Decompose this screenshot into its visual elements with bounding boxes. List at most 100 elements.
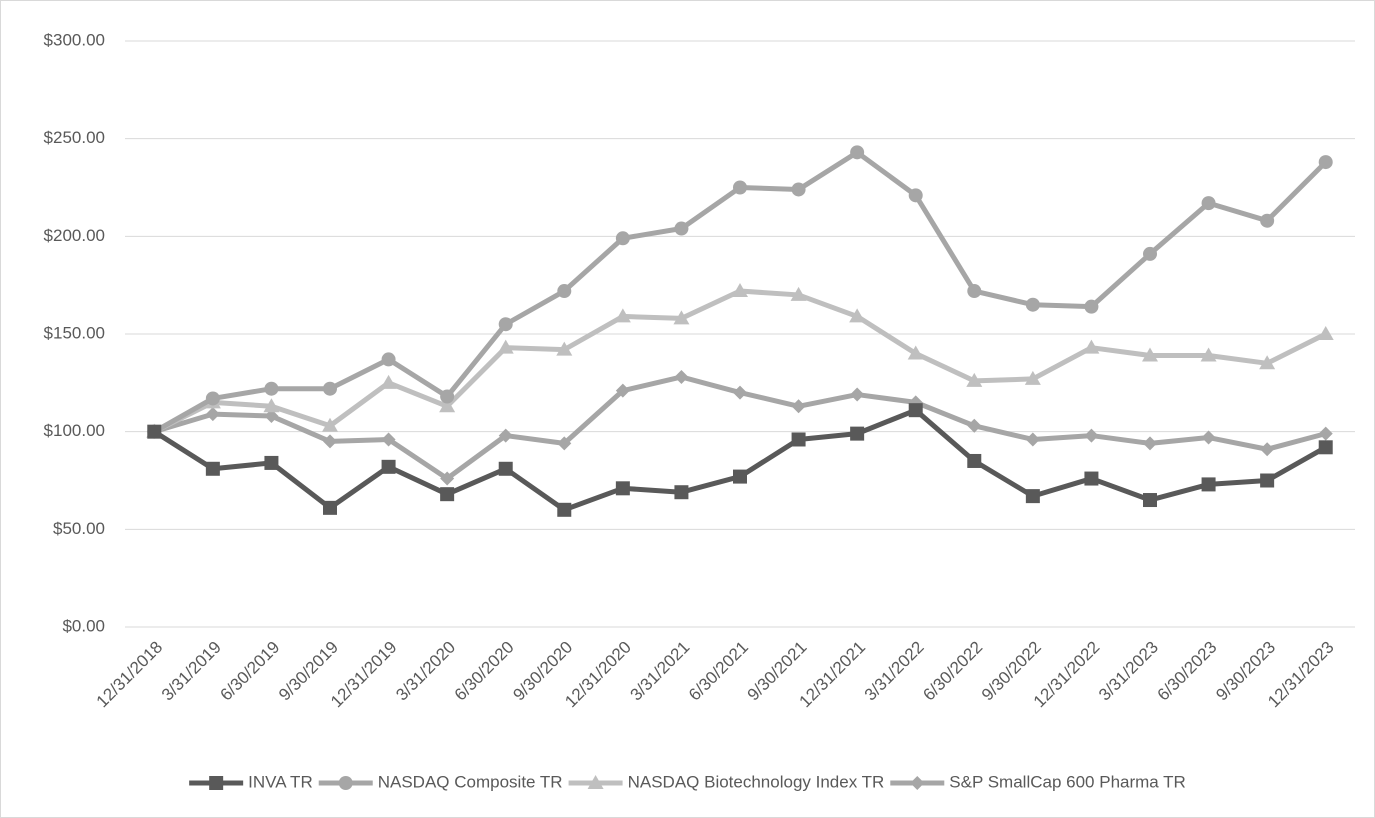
point (205, 407, 220, 422)
point (440, 471, 455, 486)
y-tick-label: $0.00 (62, 616, 105, 635)
point (615, 481, 630, 496)
point (322, 417, 338, 432)
y-tick-label: $200.00 (44, 226, 105, 245)
point (849, 308, 866, 323)
point (1143, 246, 1157, 261)
y-tick-label: $100.00 (44, 421, 105, 440)
point (850, 387, 865, 402)
point (440, 487, 455, 502)
x-tick-label: 3/31/2023 (1095, 638, 1162, 705)
point (1025, 489, 1040, 504)
x-tick-label: 6/30/2019 (217, 638, 284, 705)
point (1260, 442, 1275, 457)
point (1024, 370, 1041, 385)
y-tick-label: $50.00 (53, 519, 105, 538)
point (498, 461, 513, 476)
y-tick-label: $250.00 (44, 128, 105, 147)
point (850, 145, 865, 160)
legend-marker (338, 776, 353, 790)
point (1084, 471, 1099, 486)
point (791, 399, 806, 414)
point (147, 424, 162, 439)
point (674, 369, 689, 384)
point (1142, 347, 1158, 362)
point (381, 459, 396, 474)
point (791, 432, 806, 447)
point (733, 385, 747, 400)
point (732, 283, 748, 298)
point (205, 391, 220, 406)
legend-label: INVA TR (248, 772, 313, 791)
point (673, 310, 690, 325)
x-tick-label: 12/31/2018 (93, 638, 167, 712)
point (1083, 339, 1100, 354)
point (498, 428, 513, 443)
point (557, 502, 572, 517)
point (790, 286, 807, 301)
x-tick-label: 3/31/2022 (861, 638, 928, 705)
point (1025, 432, 1040, 447)
point (674, 485, 689, 500)
point (1201, 430, 1216, 445)
point (1260, 473, 1275, 488)
point (557, 284, 572, 299)
point (907, 345, 924, 360)
point (1259, 355, 1276, 370)
legend-label: NASDAQ Biotechnology Index TR (628, 772, 885, 791)
x-tick-label: 3/31/2020 (392, 638, 459, 705)
legend-label: S&P SmallCap 600 Pharma TR (949, 772, 1186, 791)
point (615, 231, 630, 246)
point (1201, 477, 1216, 492)
point (1025, 297, 1040, 312)
point (263, 398, 280, 413)
point (908, 403, 923, 418)
point (1143, 436, 1157, 451)
x-tick-label: 6/30/2021 (685, 638, 752, 705)
point (1084, 299, 1099, 314)
point (967, 453, 982, 468)
point (556, 341, 573, 356)
point (381, 432, 396, 447)
x-tick-label: 6/30/2023 (1154, 638, 1221, 705)
x-tick-label: 6/30/2022 (919, 638, 986, 705)
point (557, 436, 572, 451)
point (850, 426, 865, 441)
point (1317, 326, 1334, 340)
x-tick-label: 6/30/2020 (451, 638, 518, 705)
point (380, 374, 397, 389)
point (967, 418, 982, 433)
point (1143, 493, 1157, 508)
point (967, 284, 982, 299)
point (323, 381, 337, 396)
point (1200, 347, 1217, 362)
point (733, 180, 747, 195)
point (264, 455, 279, 470)
point (323, 434, 337, 449)
point (614, 308, 631, 323)
point (264, 409, 279, 424)
legend-marker (587, 775, 604, 789)
point (1084, 428, 1099, 443)
x-tick-label: 3/31/2019 (158, 638, 225, 705)
point (1318, 155, 1333, 170)
point (674, 221, 689, 236)
point (439, 398, 456, 413)
point (323, 500, 337, 515)
point (1260, 213, 1275, 228)
point (908, 188, 923, 203)
point (615, 383, 630, 398)
point (1201, 196, 1216, 211)
point (498, 317, 513, 332)
point (1318, 426, 1333, 441)
legend: INVA TR NASDAQ Composite TR NASDAQ Biotech… (189, 772, 1186, 791)
x-tick-label: 3/31/2021 (627, 638, 694, 705)
legend-label: NASDAQ Composite TR (378, 772, 563, 791)
legend-marker (910, 776, 925, 790)
point (497, 339, 514, 354)
y-tick-label: $300.00 (44, 30, 105, 49)
point (440, 389, 455, 404)
point (381, 352, 396, 367)
point (1318, 440, 1333, 455)
